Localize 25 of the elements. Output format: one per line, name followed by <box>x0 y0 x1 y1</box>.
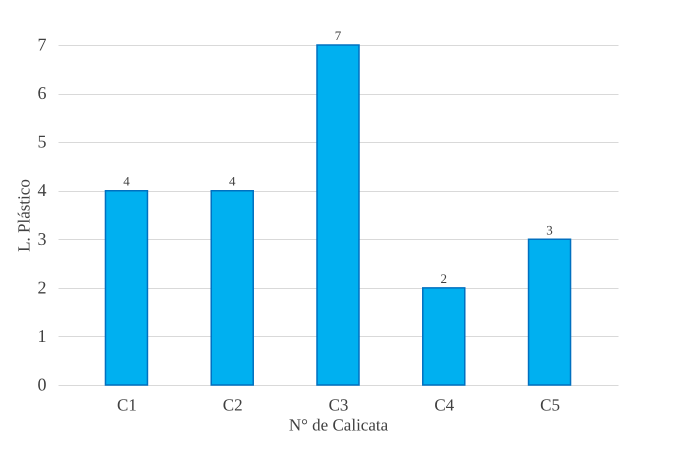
x-tick-label: C4 <box>434 396 455 414</box>
data-label: 4 <box>228 174 236 189</box>
data-label: 3 <box>546 222 553 238</box>
y-tick-label: 6 <box>38 83 46 104</box>
data-label: 2 <box>440 270 448 286</box>
y-tick-label: 4 <box>38 180 46 200</box>
bar <box>316 44 360 386</box>
bar <box>210 190 254 386</box>
y-tick-label: 1 <box>38 326 46 346</box>
data-label: 4 <box>123 174 130 189</box>
x-tick-label: C5 <box>540 396 560 414</box>
y-tick-label: 7 <box>38 34 46 54</box>
y-tick-label: 5 <box>38 132 46 152</box>
y-tick-label: 0 <box>38 374 46 394</box>
bar <box>528 238 572 386</box>
y-tick-label: 3 <box>38 228 46 249</box>
x-axis-title: N° de Calicata <box>288 416 389 434</box>
x-tick-label: C1 <box>117 396 137 414</box>
bar <box>104 190 148 386</box>
y-tick-label: 2 <box>38 277 46 298</box>
y-axis-title: L. Plástico <box>14 179 34 252</box>
data-label: 7 <box>334 28 342 43</box>
x-tick-label: C3 <box>328 396 348 414</box>
x-tick-label: C2 <box>222 396 243 414</box>
bar <box>422 287 466 386</box>
